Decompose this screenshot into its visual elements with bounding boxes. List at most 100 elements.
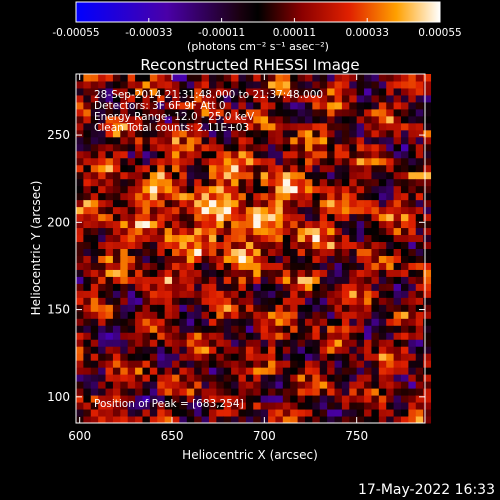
heatmap-cell [260, 241, 269, 249]
heatmap-cell [312, 87, 321, 96]
heatmap-cell [423, 388, 432, 396]
heatmap-cell [105, 94, 114, 103]
heatmap-cell [408, 409, 417, 417]
heatmap-cell [349, 129, 358, 138]
heatmap-cell [378, 171, 387, 180]
heatmap-cell [164, 150, 173, 159]
heatmap-cell [120, 276, 129, 284]
heatmap-cell [231, 80, 239, 89]
heatmap-cell [127, 297, 136, 305]
heatmap-cell [356, 248, 365, 256]
heatmap-cell [179, 234, 188, 243]
heatmap-cell [393, 115, 402, 124]
heatmap-cell [98, 199, 107, 208]
heatmap-cell [223, 206, 232, 215]
heatmap-cell [312, 80, 321, 89]
heatmap-cell [223, 220, 232, 229]
heatmap-cell [164, 101, 173, 110]
heatmap-cell [312, 234, 321, 243]
heatmap-cell [327, 360, 336, 368]
heatmap-cell [378, 409, 387, 417]
colorbar-units-label: (photons cm⁻² s⁻¹ asec⁻²) [187, 40, 329, 53]
heatmap-cell [400, 87, 409, 96]
heatmap-cell [356, 262, 365, 270]
heatmap-cell [127, 353, 136, 361]
heatmap-cell [90, 283, 99, 291]
heatmap-cell [290, 136, 299, 145]
heatmap-cell [312, 255, 321, 263]
heatmap-cell [268, 192, 276, 201]
heatmap-cell [386, 192, 395, 201]
heatmap-cell [341, 325, 350, 333]
heatmap-cell [290, 234, 299, 243]
heatmap-cell [356, 185, 365, 194]
heatmap-cell [386, 241, 395, 249]
heatmap-cell [135, 143, 143, 152]
heatmap-cell [83, 402, 92, 410]
heatmap-cell [378, 297, 387, 305]
heatmap-cell [341, 150, 350, 159]
heatmap-cell [245, 101, 254, 110]
heatmap-cell [371, 402, 380, 410]
heatmap-cell [364, 402, 372, 410]
heatmap-cell [105, 129, 114, 138]
heatmap-cell [120, 234, 129, 243]
heatmap-cell [408, 164, 417, 173]
heatmap-cell [231, 248, 239, 256]
heatmap-cell [90, 192, 99, 201]
heatmap-cell [393, 325, 402, 333]
heatmap-cell [268, 374, 276, 382]
heatmap-cell [135, 395, 143, 403]
heatmap-cell [245, 269, 254, 277]
heatmap-cell [157, 339, 166, 347]
heatmap-cell [364, 171, 372, 180]
heatmap-cell [90, 185, 99, 194]
heatmap-cell [76, 402, 84, 410]
heatmap-cell [201, 199, 210, 208]
heatmap-cell [120, 367, 129, 375]
heatmap-cell [157, 150, 166, 159]
heatmap-cell [172, 150, 180, 159]
heatmap-cell [186, 374, 195, 382]
heatmap-cell [349, 248, 358, 256]
heatmap-cell [297, 122, 306, 131]
colorbar [75, 1, 441, 23]
heatmap-cell [349, 395, 358, 403]
heatmap-cell [400, 94, 409, 103]
heatmap-cell [275, 122, 284, 131]
heatmap-cell [83, 374, 92, 382]
heatmap-cell [341, 220, 350, 229]
heatmap-cell [208, 262, 217, 270]
heatmap-cell [408, 136, 417, 145]
heatmap-cell [386, 311, 395, 319]
heatmap-cell [334, 157, 343, 166]
heatmap-cell [105, 367, 114, 375]
heatmap-cell [386, 276, 395, 284]
heatmap-cell [253, 297, 262, 305]
heatmap-cell [76, 178, 84, 187]
heatmap-cell [216, 367, 225, 375]
heatmap-cell [216, 108, 225, 117]
heatmap-cell [172, 311, 180, 319]
heatmap-cell [231, 129, 239, 138]
heatmap-cell [356, 409, 365, 417]
heatmap-cell [282, 199, 291, 208]
heatmap-cell [231, 150, 239, 159]
heatmap-cell [157, 178, 166, 187]
heatmap-cell [164, 227, 173, 236]
heatmap-cell [290, 283, 299, 291]
heatmap-cell [319, 94, 328, 103]
heatmap-cell [349, 108, 358, 117]
heatmap-cell [268, 339, 276, 347]
heatmap-cell [157, 353, 166, 361]
heatmap-cell [378, 346, 387, 354]
heatmap-cell [172, 353, 180, 361]
heatmap-cell [415, 143, 424, 152]
heatmap-cell [356, 276, 365, 284]
heatmap-cell [164, 395, 173, 403]
heatmap-cell [282, 255, 291, 263]
heatmap-cell [253, 206, 262, 215]
heatmap-cell [297, 101, 306, 110]
heatmap-cell [238, 325, 247, 333]
heatmap-cell [423, 101, 432, 110]
